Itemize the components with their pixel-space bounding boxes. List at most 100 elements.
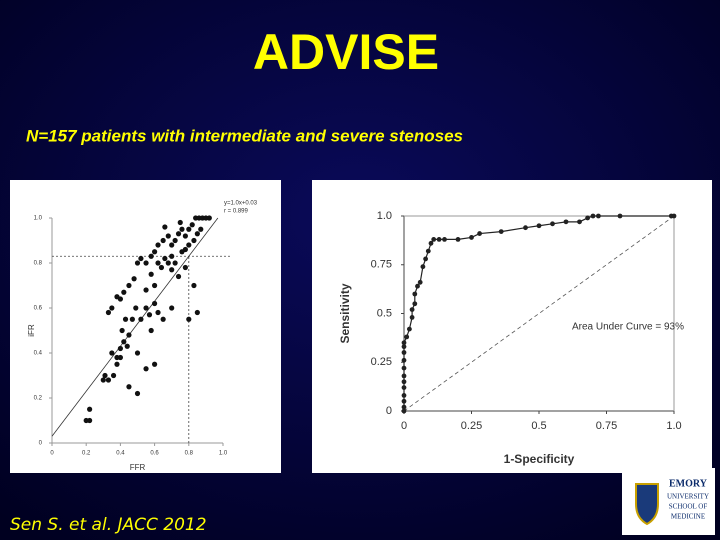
- roc-point: [563, 219, 569, 225]
- scatter-point: [169, 267, 175, 273]
- scatter-point: [175, 231, 182, 237]
- y-axis-label: Sensitivity: [338, 283, 352, 343]
- scatter-point: [152, 300, 158, 307]
- roc-point: [477, 231, 482, 236]
- annotation: Area Under Curve = 93%: [572, 322, 684, 333]
- x-axis-label: 1-Specificity: [504, 452, 575, 466]
- scatter-point: [182, 233, 188, 239]
- scatter-point: [160, 316, 166, 322]
- x-tick-label: 0.4: [116, 451, 125, 457]
- scatter-point: [121, 339, 127, 345]
- x-tick-label: 0.25: [461, 420, 482, 432]
- scatter-point: [126, 332, 132, 338]
- roc-point: [596, 213, 601, 219]
- scatter-point: [155, 260, 161, 266]
- scatter-point: [117, 345, 123, 352]
- logo-text: EMORY: [669, 478, 708, 489]
- roc-point: [412, 301, 418, 307]
- scatter-point: [182, 264, 188, 271]
- scatter-point: [148, 253, 154, 259]
- roc-point: [671, 213, 677, 219]
- scatter-point: [169, 253, 175, 259]
- scatter-point: [114, 361, 120, 367]
- scatter-point: [117, 296, 123, 302]
- scatter-point: [110, 372, 117, 379]
- y-tick-label: 1.0: [34, 216, 43, 222]
- scatter-point: [119, 327, 125, 334]
- roc-point: [409, 307, 415, 312]
- roc-point: [536, 223, 542, 229]
- roc-point: [401, 340, 407, 346]
- slide-subtitle: N=157 patients with intermediate and sev…: [26, 126, 463, 145]
- scatter-point: [179, 249, 185, 255]
- annotation: r = 0.899: [224, 209, 249, 215]
- scatter-point: [160, 237, 166, 244]
- x-tick-label: 0.6: [150, 451, 159, 457]
- roc-point: [523, 225, 528, 231]
- roc-point: [401, 365, 407, 371]
- roc-point: [442, 237, 447, 242]
- scatter-point: [162, 255, 168, 262]
- logo-text: MEDICINE: [671, 513, 705, 521]
- y-tick-label: 0: [386, 405, 392, 417]
- roc-point: [401, 350, 407, 355]
- roc-point: [401, 404, 407, 410]
- fit-line: [51, 217, 219, 437]
- roc-point: [401, 398, 407, 404]
- scatter-point: [152, 361, 158, 367]
- scatter-point: [162, 224, 168, 230]
- roc-point: [404, 334, 410, 340]
- x-tick-label: 0.8: [185, 451, 194, 457]
- scatter-point: [194, 309, 200, 316]
- scatter-point: [191, 237, 197, 244]
- scatter-point: [126, 384, 132, 390]
- roc-point: [417, 279, 423, 285]
- scatter-point: [143, 287, 149, 293]
- scatter-point: [175, 273, 182, 280]
- scatter-point: [134, 390, 141, 397]
- roc-point: [423, 256, 428, 262]
- roc-point: [585, 215, 590, 221]
- y-tick-label: 0.25: [371, 356, 392, 368]
- scatter-point: [186, 226, 192, 232]
- roc-point: [401, 357, 407, 363]
- y-tick-label: 0.2: [34, 396, 43, 402]
- x-tick-label: 0: [401, 420, 407, 432]
- scatter-point: [133, 305, 139, 311]
- scatter-point: [138, 316, 144, 322]
- scatter-point: [134, 350, 141, 356]
- roc-point: [431, 237, 437, 242]
- roc-point: [428, 240, 434, 246]
- roc-point: [420, 264, 426, 270]
- roc-point: [415, 283, 420, 289]
- y-tick-label: 0.75: [371, 259, 392, 271]
- scatter-point: [100, 377, 106, 383]
- y-tick-label: 0.4: [34, 351, 43, 357]
- scatter-point: [172, 260, 178, 266]
- scatter-point: [117, 354, 123, 361]
- roc-point: [401, 379, 407, 385]
- roc-point: [401, 373, 407, 379]
- scatter-point: [143, 305, 149, 311]
- scatter-point: [169, 305, 175, 311]
- scatter-point: [172, 237, 178, 244]
- chart-panel: [312, 180, 712, 473]
- roc-point: [425, 248, 431, 254]
- scatter-point: [177, 219, 183, 226]
- scatter-point: [87, 417, 93, 424]
- slide-title: ADVISE: [253, 24, 439, 80]
- annotation: y=1.0x+0.03: [224, 201, 258, 207]
- y-tick-label: 0.5: [377, 307, 392, 319]
- x-tick-label: 0.2: [82, 451, 91, 457]
- roc-point: [436, 237, 442, 242]
- roc-point: [407, 326, 412, 332]
- scatter-point: [138, 255, 144, 262]
- roc-point: [590, 213, 596, 219]
- scatter-point: [206, 215, 212, 221]
- scatter-point: [122, 316, 129, 322]
- scatter-point: [148, 271, 154, 277]
- scatter-point: [194, 231, 200, 237]
- scatter-point: [109, 305, 115, 311]
